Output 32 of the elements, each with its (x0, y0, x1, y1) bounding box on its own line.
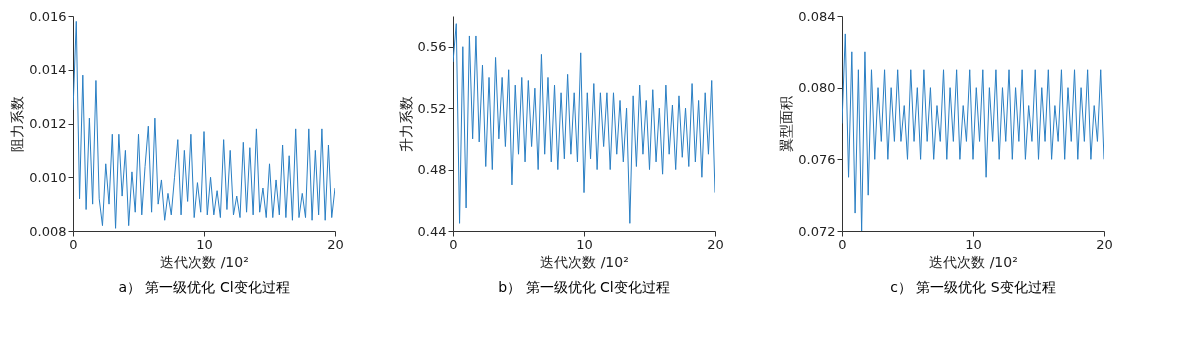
y-tick-label: 0.48 (417, 162, 447, 178)
x-axis-title: 迭代次数 /10² (540, 253, 629, 270)
y-tick-label: 0.52 (417, 100, 447, 116)
x-tick-label: 20 (707, 236, 724, 252)
x-tick-label: 10 (576, 236, 593, 252)
x-tick-label: 0 (449, 236, 458, 252)
y-tick-label: 0.012 (29, 116, 67, 131)
x-axis-title: 迭代次数 /10² (160, 253, 249, 270)
x-tick-label: 0 (69, 236, 78, 252)
y-tick-label: 0.072 (798, 223, 836, 239)
x-tick-label: 0 (838, 236, 847, 252)
y-axis-title: 阻力系数 (9, 96, 26, 152)
text: c） 第一级优化 S变化过程 (890, 279, 1056, 295)
y-axis-title: 翼型面积 (778, 96, 795, 152)
line-series (453, 23, 715, 224)
y-tick-label: 0.008 (29, 223, 67, 239)
y-tick-label: 0.080 (798, 80, 836, 96)
x-axis-title: 迭代次数 /10² (929, 253, 1018, 270)
y-axis-title: 升力系数 (397, 96, 414, 152)
y-tick-label: 0.010 (29, 169, 67, 185)
y-tick-label: 0.016 (29, 8, 67, 24)
text: a） 第一级优化 Cl变化过程 (118, 279, 290, 295)
text: b） 第一级优化 Cl变化过程 (498, 279, 670, 295)
x-tick-label: 20 (327, 236, 344, 252)
y-tick-label: 0.076 (798, 151, 836, 167)
y-tick-label: 0.014 (29, 62, 67, 78)
y-tick-label: 0.44 (417, 223, 447, 239)
y-tick-label: 0.56 (417, 39, 447, 55)
x-tick-label: 10 (196, 236, 213, 252)
x-tick-label: 10 (965, 236, 982, 252)
y-tick-label: 0.084 (798, 8, 836, 24)
x-tick-label: 20 (1096, 236, 1113, 252)
